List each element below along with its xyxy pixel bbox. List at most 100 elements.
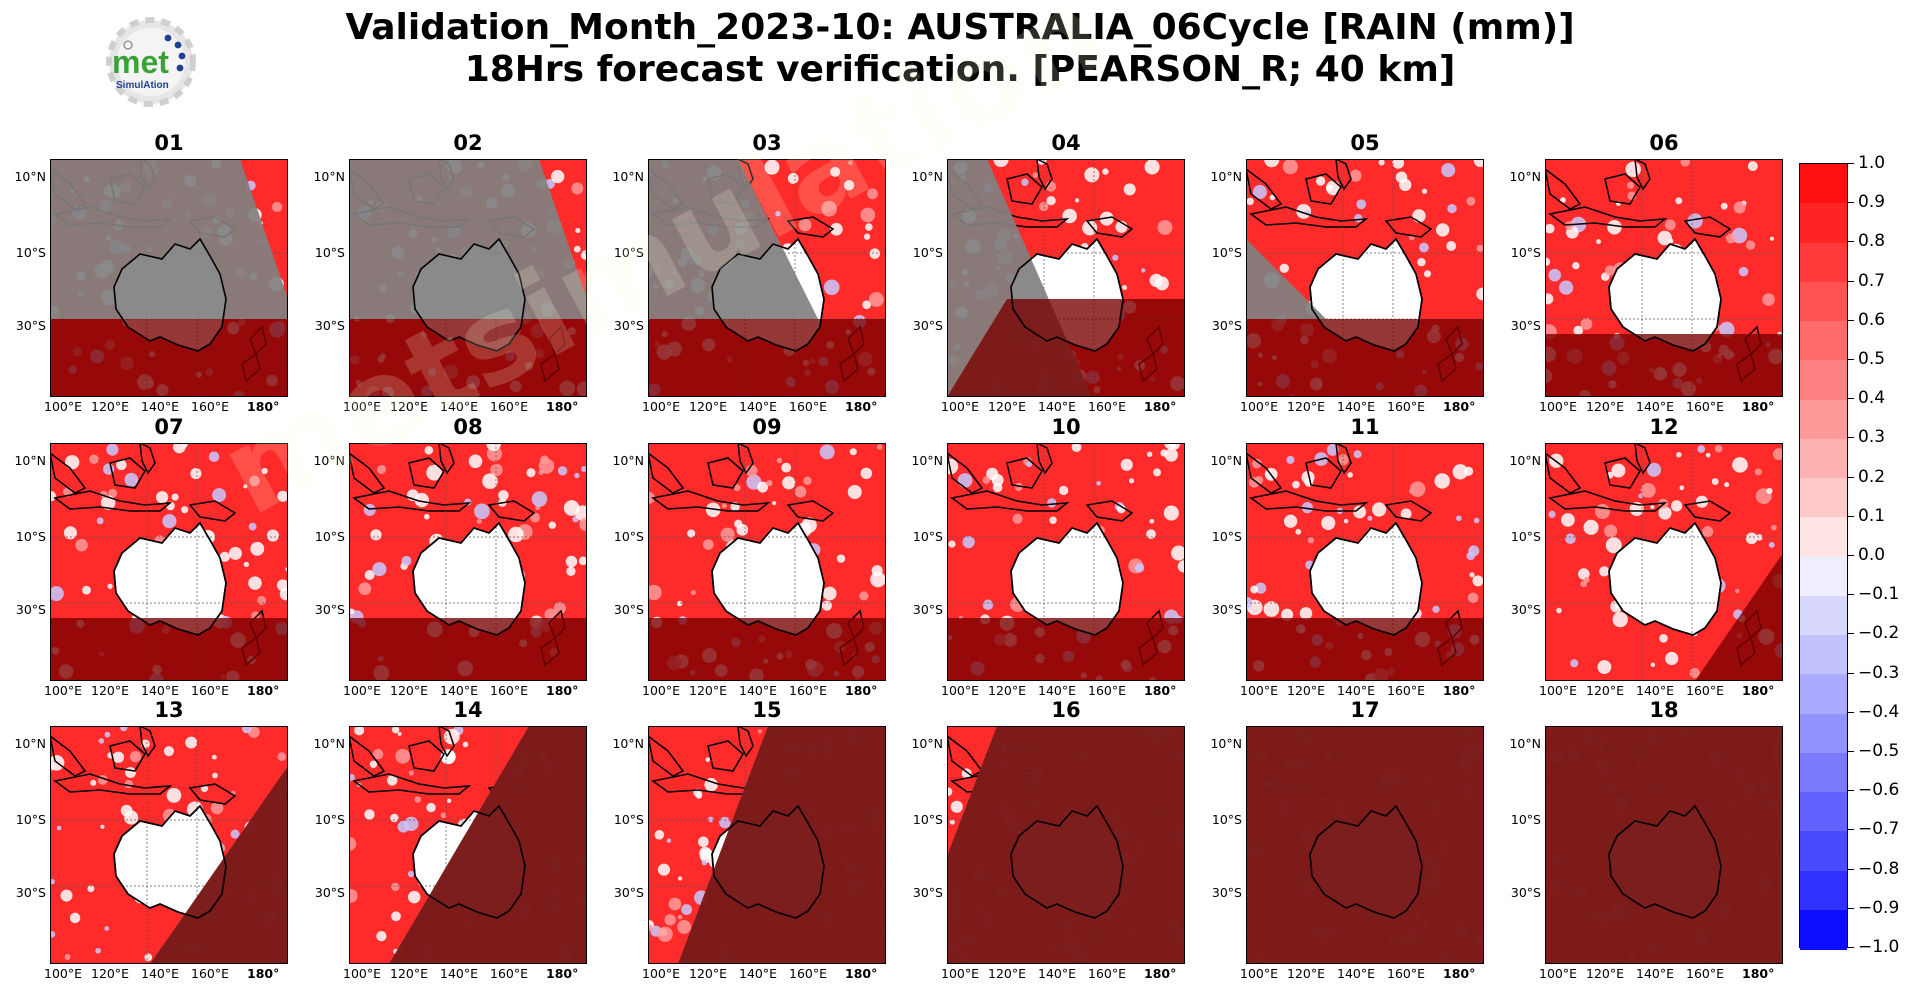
field-blob [876, 444, 883, 450]
field-blob [787, 173, 799, 184]
field-blob [948, 540, 956, 548]
field-blob [745, 464, 758, 477]
colorbar-tick [1848, 868, 1854, 870]
field-blob [548, 521, 557, 529]
field-blob [1650, 662, 1656, 668]
australia-outline [1608, 804, 1722, 919]
lon-tick-label: 140°E [1038, 399, 1077, 414]
field-blob [1144, 159, 1160, 175]
field-blob [1367, 515, 1373, 521]
lat-tick-label: 10°N [1210, 736, 1242, 751]
field-blob [1565, 533, 1576, 545]
lon-tick-label: 140°E [1337, 683, 1376, 698]
field-blob [1177, 560, 1185, 573]
colorbar-segment [1800, 752, 1847, 793]
field-blob [1607, 219, 1622, 235]
lon-tick-label: 180° [1443, 966, 1476, 981]
lon-tick-label: 100°E [44, 966, 83, 981]
field-blob [1282, 159, 1298, 175]
lon-tick-label: 180° [247, 966, 280, 981]
field-blob [395, 748, 411, 764]
field-blob [112, 751, 125, 763]
field-blob [819, 444, 835, 460]
field-blob [648, 492, 655, 504]
field-blob [407, 890, 421, 904]
masked-region [947, 726, 1185, 964]
field-blob [1160, 449, 1168, 457]
field-blob [440, 749, 456, 765]
panel-title: 10 [1051, 415, 1081, 439]
field-blob [1702, 526, 1714, 538]
island-outline [1384, 216, 1433, 238]
field-blob [390, 813, 399, 823]
island-outline [1634, 159, 1651, 191]
lat-tick-label: 10°S [613, 245, 644, 260]
field-blob [230, 829, 240, 839]
map-panel [349, 159, 587, 397]
field-blob [1447, 203, 1457, 214]
lon-tick-label: 180° [247, 399, 280, 414]
field-blob [1353, 505, 1367, 519]
masked-region [349, 319, 587, 397]
field-blob [870, 571, 886, 588]
colorbar-segment [1800, 203, 1847, 243]
field-blob [1149, 518, 1155, 524]
field-blob [1455, 515, 1462, 522]
field-blob [349, 774, 355, 781]
lon-tick-label: 180° [1443, 683, 1476, 698]
masked-region [648, 618, 886, 681]
field-blob [571, 182, 584, 195]
field-blob [1122, 284, 1128, 291]
field-blob [462, 741, 469, 748]
field-blob [171, 493, 179, 501]
lat-tick-label: 10°S [613, 812, 644, 827]
field-blob [1754, 468, 1762, 476]
field-blob [376, 464, 387, 475]
field-blob [1580, 318, 1593, 330]
lon-tick-label: 160°E [1686, 966, 1725, 981]
island-outline [188, 783, 237, 805]
field-blob [707, 816, 714, 823]
field-blob [468, 454, 483, 469]
unverified-region [648, 159, 818, 319]
field-blob [1564, 221, 1574, 230]
colorbar-tick [1848, 633, 1854, 635]
field-blob [108, 488, 118, 498]
field-blob [1625, 161, 1641, 177]
island-outline [408, 740, 445, 772]
field-blob [982, 476, 991, 484]
field-blob [276, 579, 288, 592]
field-blob [251, 611, 260, 620]
field-blob [1112, 254, 1119, 261]
field-blob [1548, 268, 1562, 282]
field-blob [1264, 159, 1280, 168]
lon-tick-label: 180° [845, 399, 878, 414]
lat-tick-label: 10°N [1210, 169, 1242, 184]
colorbar-tick [1848, 319, 1854, 321]
field-blob [1012, 513, 1023, 524]
field-blob [212, 772, 218, 779]
map-svg [50, 726, 288, 964]
colorbar-segment [1800, 438, 1847, 479]
field-blob [248, 576, 262, 590]
field-blob [1745, 240, 1756, 250]
lat-tick-label: 30°S [912, 602, 943, 617]
lon-tick-label: 160°E [789, 966, 828, 981]
lon-tick-label: 140°E [440, 399, 479, 414]
lon-tick-label: 120°E [689, 399, 728, 414]
island-outline [487, 500, 536, 522]
map-panel [1545, 159, 1783, 397]
field-blob [349, 608, 355, 615]
field-blob [1605, 537, 1622, 554]
field-blob [241, 726, 252, 734]
field-blob [798, 218, 812, 232]
lat-tick-label: 10°S [912, 812, 943, 827]
field-blob [96, 517, 104, 525]
field-blob [698, 836, 709, 848]
colorbar-tick-label: 0.4 [1858, 388, 1886, 409]
field-blob [531, 491, 548, 507]
field-blob [243, 561, 249, 568]
colorbar-segment [1800, 831, 1847, 871]
masked-region [648, 319, 886, 397]
unverified-region [50, 159, 288, 319]
